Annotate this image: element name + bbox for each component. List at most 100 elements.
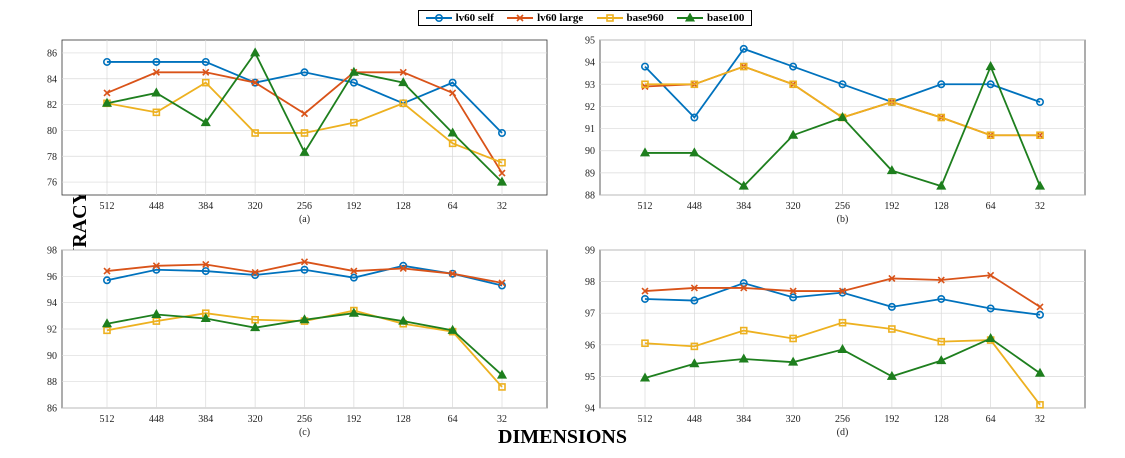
data-point	[888, 98, 896, 106]
x-tick-label: 320	[786, 414, 801, 425]
y-tick-label: 96	[47, 272, 57, 283]
data-point	[251, 78, 260, 87]
data-point	[789, 287, 797, 295]
series-line	[106, 71, 503, 174]
data-point	[496, 369, 508, 379]
data-point	[399, 261, 408, 270]
data-point	[103, 99, 111, 108]
x-tick-label: 192	[346, 414, 361, 425]
y-tick-label: 95	[585, 372, 595, 383]
x-tick-label: 256	[297, 414, 312, 425]
data-point	[641, 80, 649, 89]
y-tick-label: 93	[585, 80, 595, 91]
series-line	[644, 321, 1041, 406]
data-point	[837, 344, 848, 354]
data-point	[1036, 131, 1044, 139]
data-point	[985, 332, 996, 342]
x-tick-label: 512	[100, 414, 115, 425]
legend-label: lv60 large	[537, 12, 584, 24]
y-tick-label: 90	[47, 351, 57, 362]
data-point	[838, 113, 847, 122]
data-point	[201, 267, 210, 276]
chart-panel: 76 78 80 82 84 86 512 448 384 320 256 192 128 64 32 (a)	[47, 39, 548, 225]
data-point	[937, 294, 946, 303]
x-tick-label: 384	[198, 414, 213, 425]
x-tick-label: 448	[687, 201, 702, 212]
legend-label: base960	[626, 12, 664, 24]
data-point	[690, 342, 699, 351]
data-point	[448, 327, 457, 336]
data-point	[250, 322, 261, 332]
series-line	[644, 274, 1041, 308]
data-point	[399, 319, 408, 328]
data-point	[448, 78, 457, 87]
data-point	[1036, 401, 1044, 409]
data-point	[152, 262, 160, 270]
data-point	[838, 80, 847, 89]
series-line	[106, 81, 503, 164]
data-point	[789, 80, 797, 88]
x-tick-label: 64	[986, 201, 996, 212]
data-point	[300, 317, 309, 325]
data-point	[300, 110, 309, 118]
data-point	[838, 318, 847, 327]
data-point	[299, 146, 310, 156]
data-point	[639, 372, 651, 382]
data-point	[103, 276, 112, 285]
data-point	[350, 68, 358, 76]
x-tick-label: 384	[198, 201, 213, 212]
x-tick-label: 192	[884, 201, 899, 212]
data-point	[937, 337, 946, 346]
y-tick-label: 90	[585, 146, 595, 157]
x-tick-label: 192	[884, 414, 899, 425]
data-point	[251, 129, 259, 137]
series-line	[106, 51, 503, 183]
x-tick-label: 32	[1035, 414, 1045, 425]
x-tick-label: 128	[396, 414, 411, 425]
data-point	[300, 265, 309, 274]
data-point	[251, 315, 259, 324]
data-point	[101, 97, 113, 107]
data-point	[937, 113, 945, 122]
data-point	[348, 66, 359, 76]
data-point	[739, 326, 748, 335]
data-point	[448, 139, 457, 148]
data-point	[1034, 180, 1046, 190]
data-point	[937, 80, 946, 89]
data-point	[987, 271, 995, 279]
y-tick-label: 92	[47, 325, 57, 336]
data-point	[200, 117, 211, 127]
x-tick-label: 64	[448, 201, 458, 212]
data-point	[251, 79, 259, 87]
series-line	[644, 337, 1041, 379]
legend-swatch	[596, 14, 623, 22]
data-point	[399, 68, 407, 76]
x-tick-label: 256	[835, 414, 850, 425]
x-tick-label: 448	[149, 201, 164, 212]
data-point	[300, 68, 309, 77]
y-tick-label: 88	[47, 377, 57, 388]
data-point	[103, 89, 111, 97]
legend-label: base100	[707, 12, 745, 24]
data-point	[103, 57, 112, 66]
data-point	[1036, 131, 1044, 140]
data-point	[838, 288, 847, 297]
data-point	[449, 89, 457, 97]
y-tick-label: 80	[47, 126, 57, 137]
data-point	[498, 158, 506, 167]
x-axis-title: DIMENSIONS	[498, 426, 627, 448]
data-point	[641, 287, 649, 295]
data-point	[987, 131, 995, 139]
data-point	[789, 334, 797, 343]
x-tick-label: 512	[638, 414, 653, 425]
series-line	[644, 65, 1040, 137]
data-point	[498, 169, 506, 177]
data-point	[151, 87, 162, 97]
data-point	[448, 269, 457, 278]
data-point	[152, 265, 161, 274]
series-line	[106, 260, 503, 284]
y-tick-label: 92	[585, 102, 595, 113]
data-point	[299, 314, 310, 324]
y-tick-label: 98	[585, 277, 595, 288]
